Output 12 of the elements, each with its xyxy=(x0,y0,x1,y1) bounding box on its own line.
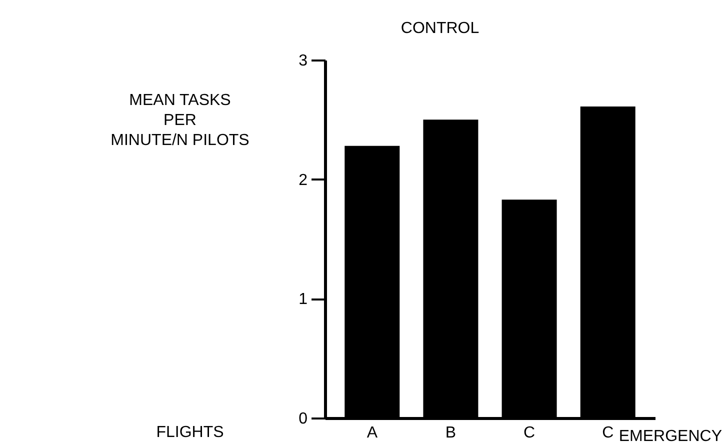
y-axis-title: MEAN TASKS PER MINUTE/N PILOTS xyxy=(110,92,250,149)
y-tick-label: 1 xyxy=(298,291,308,308)
y-tick-label: 0 xyxy=(298,410,308,428)
chart-title: CONTROL xyxy=(400,20,480,37)
x-tick-label: C xyxy=(524,424,536,442)
x-axis-title: FLIGHTS xyxy=(156,424,224,441)
x-tick-label: C xyxy=(602,424,614,442)
y-tick-label: 2 xyxy=(298,172,308,189)
x-tick-label: B xyxy=(445,424,456,442)
y-tick-label: 3 xyxy=(298,52,308,70)
x-tick-label: A xyxy=(366,424,378,442)
text: EMERGENCY xyxy=(618,428,722,445)
